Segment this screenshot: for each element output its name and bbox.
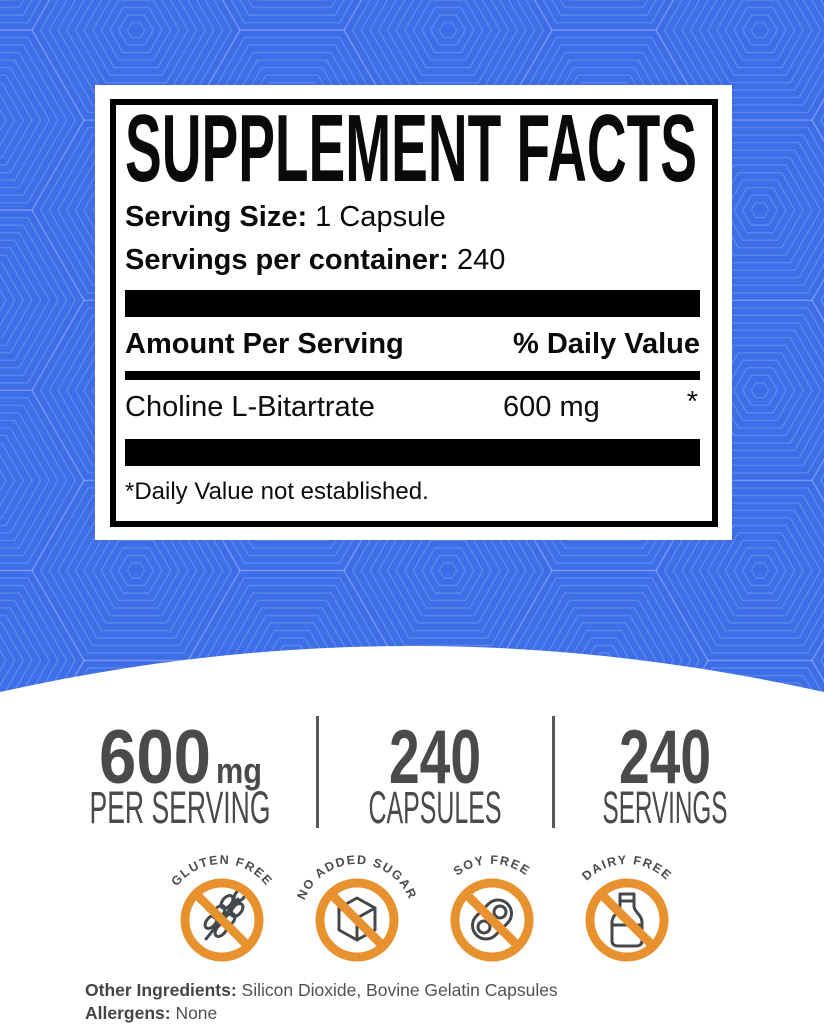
stat-label: PER SERVING	[90, 782, 271, 829]
ingredient-name: Choline L-Bitartrate	[125, 391, 375, 423]
facts-title-text: SUPPLEMENT FACTS	[125, 107, 697, 189]
stat-unit: mg	[216, 750, 262, 791]
medium-divider-bar	[125, 371, 700, 380]
ingredient-daily-value: *	[686, 386, 698, 418]
facts-border	[110, 99, 718, 527]
stat-per-serving: 600 mg PER SERVING	[90, 715, 271, 829]
white-curve-divider	[0, 646, 824, 702]
footer-ingredients: Other Ingredients: Silicon Dioxide, Bovi…	[85, 979, 558, 1024]
daily-value-header: % Daily Value	[513, 328, 700, 360]
servings-label: Servings per container:	[125, 244, 449, 276]
stat-value: 240	[619, 715, 711, 800]
other-ingredients-value: Silicon Dioxide, Bovine Gelatin Capsules	[236, 980, 558, 1000]
badge-label: SOY FREE	[451, 853, 531, 879]
stat-divider	[316, 716, 319, 828]
ingredient-amount: 600 mg	[503, 391, 600, 423]
svg-text:SOY FREE: SOY FREE	[451, 853, 533, 879]
serving-size-line: Serving Size: 1 Capsule	[125, 201, 446, 234]
servings-per-container-line: Servings per container: 240	[125, 244, 505, 277]
facts-column-header: Amount Per Serving % Daily Value	[125, 328, 700, 361]
allergens-line: Allergens: None	[85, 1002, 558, 1024]
amount-per-serving-header: Amount Per Serving	[125, 328, 404, 360]
badge-no-added-sugar: NO ADDED SUGAR	[295, 853, 419, 962]
serving-size-value: 1 Capsule	[307, 201, 446, 233]
allergens-value: None	[170, 1003, 218, 1023]
stat-value: 240	[389, 715, 481, 800]
other-ingredients-label: Other Ingredients:	[85, 980, 237, 1000]
allergens-label: Allergens:	[85, 1003, 171, 1023]
serving-size-label: Serving Size:	[125, 201, 308, 233]
thick-divider-bar	[125, 439, 700, 466]
servings-value: 240	[448, 244, 506, 276]
daily-value-footnote: *Daily Value not established.	[125, 478, 429, 505]
stat-capsules: 240 CAPSULES	[369, 715, 502, 829]
stat-servings: 240 SERVINGS	[603, 715, 728, 829]
stat-value: 600	[99, 715, 211, 800]
stat-label: SERVINGS	[603, 782, 728, 829]
svg-text:NO ADDED SUGAR: NO ADDED SUGAR	[295, 853, 419, 902]
badge-label: NO ADDED SUGAR	[295, 853, 418, 902]
facts-title: SUPPLEMENT FACTS	[125, 107, 697, 189]
stat-divider	[552, 716, 555, 828]
thick-divider-bar	[125, 290, 700, 317]
ingredient-row: Choline L-Bitartrate 600 mg *	[125, 386, 700, 424]
badge-soy-free: SOY FREE	[450, 853, 534, 962]
other-ingredients-line: Other Ingredients: Silicon Dioxide, Bovi…	[85, 979, 558, 1002]
badge-gluten-free: GLUTEN FREE	[168, 853, 274, 962]
supplement-facts-panel: SUPPLEMENT FACTS Serving Size: 1 Capsule…	[95, 85, 732, 540]
badge-dairy-free: DAIRY FREE	[579, 853, 673, 962]
stat-label: CAPSULES	[369, 782, 502, 829]
